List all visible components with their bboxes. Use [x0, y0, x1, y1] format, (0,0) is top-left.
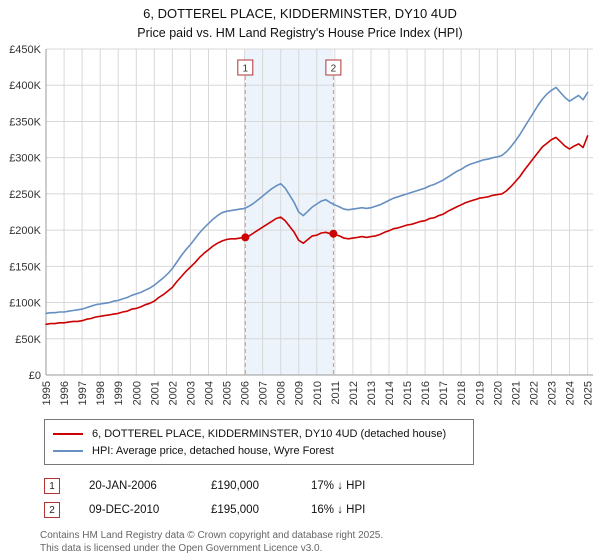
- sale-flag-2[interactable]: [325, 59, 342, 76]
- hpi-line-swatch: [53, 449, 83, 452]
- x-axis-tick-label: 1995: [41, 381, 53, 405]
- x-axis-tick-label: 1999: [113, 381, 125, 405]
- x-axis-tick-label: 2002: [167, 381, 179, 405]
- transaction-1-badge: 1: [44, 478, 60, 495]
- hpi-series-line: [45, 86, 589, 315]
- y-axis-tick-label: £0: [29, 370, 41, 382]
- transaction-1-price: £190,000: [211, 480, 259, 493]
- x-axis-tick-label: 1998: [95, 381, 107, 405]
- transaction-2-hpi-delta: 16% ↓ HPI: [311, 504, 366, 517]
- x-axis-tick-label: 2024: [565, 381, 577, 405]
- x-axis-tick-label: 2010: [312, 381, 324, 405]
- x-axis-tick-label: 2001: [149, 381, 161, 405]
- page-subtitle: Price paid vs. HM Land Registry's House …: [137, 25, 463, 40]
- sale-flag-number-2: 2: [331, 64, 337, 75]
- x-axis-tick-label: 2006: [240, 381, 252, 405]
- x-axis-tick-label: 2016: [420, 381, 432, 405]
- transaction-row-2: 2 09-DEC-2010 £195,000 16% ↓ HPI: [44, 498, 600, 522]
- y-axis-tick-label: £50K: [15, 334, 41, 346]
- x-axis-tick-label: 2007: [258, 381, 270, 405]
- x-axis-tick-label: 2000: [131, 381, 143, 405]
- x-axis-tick-label: 2023: [547, 381, 559, 405]
- license-footer: Contains HM Land Registry data © Crown c…: [40, 529, 600, 555]
- transaction-row-1: 1 20-JAN-2006 £190,000 17% ↓ HPI: [44, 474, 600, 498]
- x-axis-tick-label: 2008: [276, 381, 288, 405]
- sale-point-marker-2[interactable]: [329, 229, 338, 238]
- x-axis-tick-label: 1997: [77, 381, 89, 405]
- x-axis-tick-label: 2012: [348, 381, 360, 405]
- x-axis-tick-label: 2011: [330, 381, 342, 405]
- chart-legend: 6, DOTTEREL PLACE, KIDDERMINSTER, DY10 4…: [44, 419, 474, 466]
- transactions-list: 1 20-JAN-2006 £190,000 17% ↓ HPI 2 09-DE…: [44, 474, 600, 522]
- sales-highlight-band: [245, 49, 334, 376]
- x-axis-tick-label: 2009: [294, 381, 306, 405]
- price-paid-line-swatch: [53, 432, 83, 435]
- y-axis-tick-label: £200K: [9, 225, 41, 237]
- x-axis-tick-label: 2013: [366, 381, 378, 405]
- x-axis-tick-label: 2004: [204, 381, 216, 405]
- x-axis-tick-label: 2018: [456, 381, 468, 405]
- y-axis-tick-label: £100K: [9, 298, 41, 310]
- y-axis-tick-label: £300K: [9, 153, 41, 165]
- x-axis-tick-label: 2022: [528, 381, 540, 405]
- x-axis-tick-label: 2005: [222, 381, 234, 405]
- y-axis-tick-label: £450K: [9, 44, 41, 56]
- footer-line-1: Contains HM Land Registry data © Crown c…: [40, 530, 384, 542]
- transaction-2-badge: 2: [44, 502, 60, 519]
- legend-label-hpi: HPI: Average price, detached house, Wyre…: [92, 444, 334, 457]
- transaction-1-date: 20-JAN-2006: [89, 480, 157, 493]
- x-axis-tick-label: 2019: [474, 381, 486, 405]
- page-title: 6, DOTTEREL PLACE, KIDDERMINSTER, DY10 4…: [143, 6, 457, 21]
- x-axis-tick-label: 2021: [510, 381, 522, 405]
- y-axis-tick-label: £250K: [9, 189, 41, 201]
- price-history-chart: £0 £50K £100K £150K £200K £250K £300K £350K £400…: [9, 44, 595, 405]
- x-axis-tick-label: 2017: [438, 381, 450, 405]
- x-axis-tick-label: 2014: [384, 381, 396, 405]
- x-axis-tick-label: 1996: [59, 381, 71, 405]
- legend-label-price-paid: 6, DOTTEREL PLACE, KIDDERMINSTER, DY10 4…: [92, 427, 447, 440]
- y-axis-tick-label: £400K: [9, 80, 41, 92]
- footer-line-2: This data is licensed under the Open Gov…: [40, 543, 323, 555]
- y-axis-tick-label: £150K: [9, 261, 41, 273]
- x-axis-tick-label: 2015: [402, 381, 414, 405]
- legend-entry-hpi: HPI: Average price, detached house, Wyre…: [53, 442, 465, 459]
- x-axis-tick-label: 2020: [492, 381, 504, 405]
- legend-entry-price-paid: 6, DOTTEREL PLACE, KIDDERMINSTER, DY10 4…: [53, 425, 465, 442]
- sale-flag-1[interactable]: [237, 59, 254, 76]
- transaction-2-date: 09-DEC-2010: [89, 504, 160, 517]
- transaction-2-price: £195,000: [211, 504, 259, 517]
- chart-header: 6, DOTTEREL PLACE, KIDDERMINSTER, DY10 4…: [0, 0, 600, 41]
- transaction-1-hpi-delta: 17% ↓ HPI: [311, 480, 366, 493]
- price-paid-series-line: [45, 135, 589, 326]
- sale-point-marker-1[interactable]: [241, 233, 250, 242]
- y-axis-tick-label: £350K: [9, 117, 41, 129]
- sale-flag-number-1: 1: [243, 64, 249, 75]
- x-axis-tick-label: 2003: [185, 381, 197, 405]
- x-axis-tick-label: 2025: [583, 381, 595, 405]
